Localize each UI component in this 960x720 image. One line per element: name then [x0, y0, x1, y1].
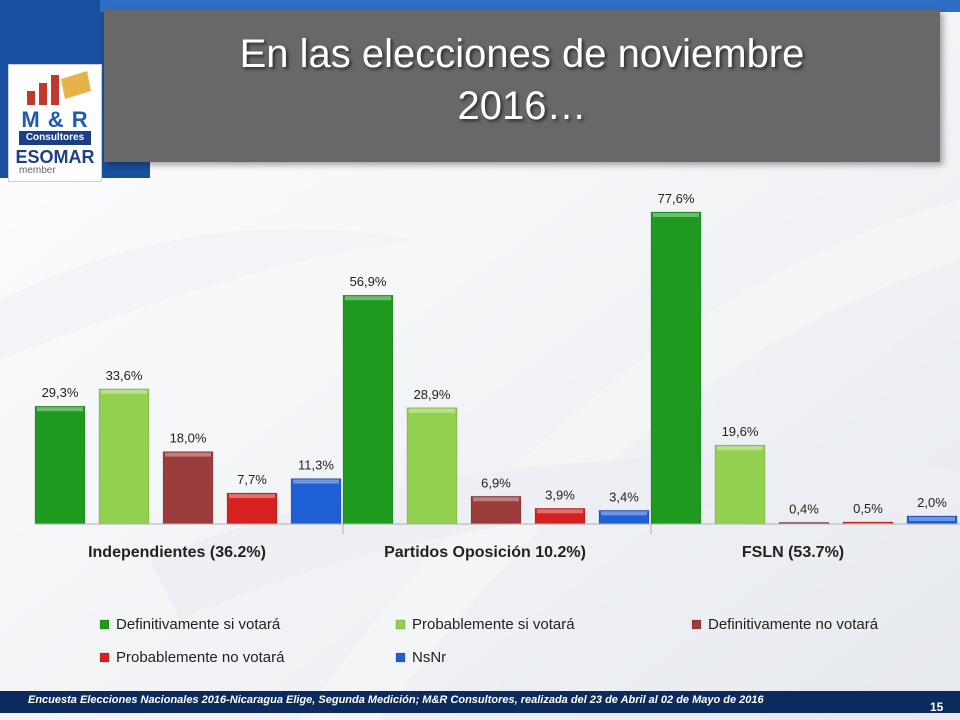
bar-highlight — [537, 509, 583, 514]
bar-highlight — [653, 213, 699, 217]
slide-title: En las elecciones de noviembre 2016… — [104, 28, 940, 148]
data-label: 0,5% — [853, 501, 883, 516]
data-label: 3,9% — [545, 487, 575, 502]
legend-entry: Probablemente si votará — [412, 616, 575, 633]
bar-highlight — [37, 407, 83, 412]
bar-2-1 — [98, 388, 150, 525]
bar-1-1 — [34, 405, 86, 525]
bar-chart-logo-icon — [27, 71, 91, 105]
legend-swatch — [395, 652, 406, 663]
bar-2-3 — [714, 444, 766, 525]
data-label: 29,3% — [42, 385, 79, 400]
title-line-2: 2016… — [457, 84, 587, 128]
legend-entry: Definitivamente no votará — [708, 616, 879, 633]
logo-consultores: Consultores — [19, 131, 91, 145]
data-label: 77,6% — [658, 191, 695, 206]
legend-swatch — [395, 619, 406, 630]
data-label: 28,9% — [414, 387, 451, 402]
bar-5-1 — [290, 478, 342, 525]
bar-highlight — [229, 494, 275, 499]
data-label: 18,0% — [170, 431, 207, 446]
bar-chart: 29,3% 33,6% 18,0% 7,7% 11,3% 56,9% 28,9% 6,9% 3,… — [34, 191, 960, 666]
bar-1-3 — [650, 211, 702, 525]
legend-entry: Definitivamente si votará — [116, 616, 281, 633]
footer-source: Encuesta Elecciones Nacionales 2016-Nica… — [28, 694, 764, 706]
logo-member: member — [19, 165, 56, 176]
category-label: FSLN (53.7%) — [742, 544, 844, 561]
bar-highlight — [473, 497, 519, 502]
bar-highlight — [165, 452, 211, 457]
legend-swatch — [691, 619, 702, 630]
bar-highlight — [717, 446, 763, 451]
title-box — [104, 10, 940, 162]
bar-highlight — [601, 511, 647, 516]
category-label: Independientes (36.2%) — [88, 544, 266, 561]
bar-highlight — [345, 296, 391, 301]
data-label: 3,4% — [609, 489, 639, 504]
title-line-1: En las elecciones de noviembre — [239, 32, 805, 76]
bar-highlight — [909, 516, 955, 521]
bar-highlight — [101, 389, 147, 394]
data-label: 33,6% — [106, 368, 143, 383]
logo-esomar: ESOMAR — [15, 147, 95, 167]
data-label: 7,7% — [237, 472, 267, 487]
category-label: Partidos Oposición 10.2%) — [384, 544, 586, 561]
data-label: 2,0% — [917, 495, 947, 510]
data-label: 0,4% — [789, 501, 819, 516]
bar-3-1 — [162, 451, 214, 525]
page-number: 15 — [930, 700, 944, 714]
legend-swatch — [99, 619, 110, 630]
top-blue-stripe — [100, 0, 960, 12]
company-logo: M & R Consultores ESOMAR member — [8, 64, 102, 182]
legend-entry: Probablemente no votará — [116, 649, 285, 666]
bar-2-2 — [406, 407, 458, 525]
data-label: 11,3% — [298, 458, 334, 473]
bar-highlight — [409, 408, 455, 413]
data-label: 6,9% — [481, 475, 511, 490]
bar-highlight — [293, 479, 339, 484]
data-label: 19,6% — [722, 424, 759, 439]
bar-1-2 — [342, 294, 394, 525]
legend-swatch — [99, 652, 110, 663]
legend-entry: NsNr — [412, 649, 446, 666]
data-label: 56,9% — [350, 274, 387, 289]
footer-bar — [0, 691, 960, 713]
logo-mark: M & R — [21, 107, 89, 132]
